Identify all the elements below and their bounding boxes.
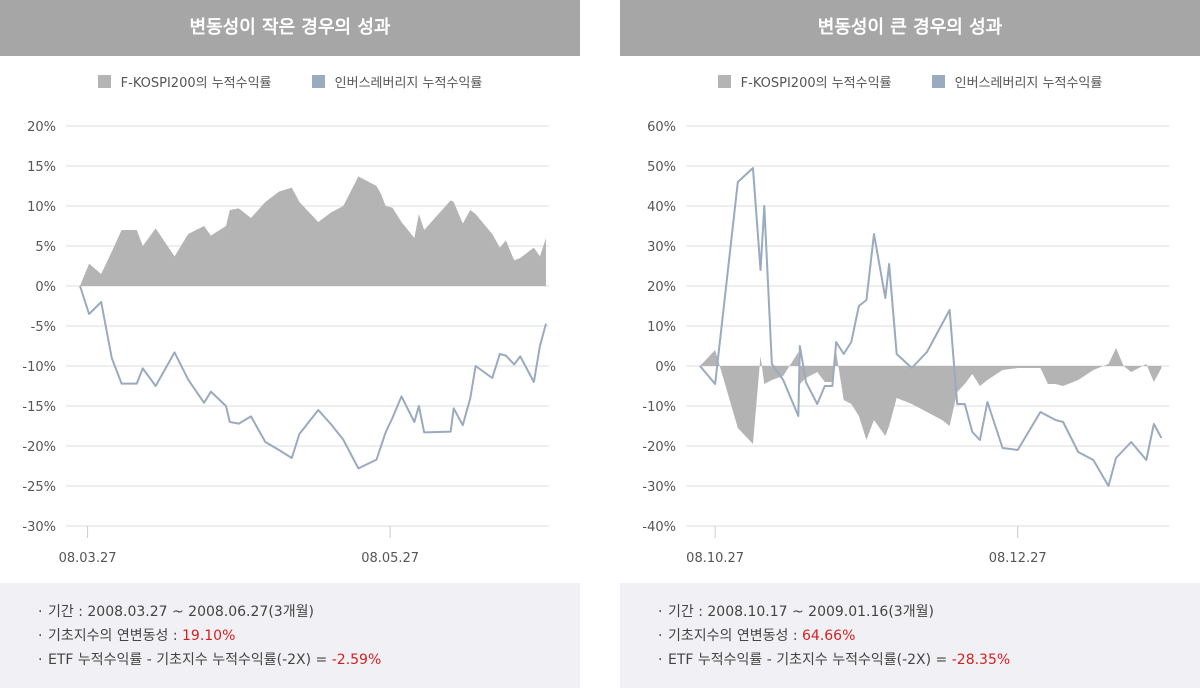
chart-svg: 20% 15% 10% 5% 0% -5% -10% -15% -20% -25% -30% 08.0… xyxy=(22,120,549,566)
legend-item-kospi: F-KOSPI200의 누적수익률 xyxy=(97,72,272,91)
y-tick-label: 50% xyxy=(647,160,676,175)
right-panel: 변동성이 큰 경우의 성과 F-KOSPI200의 누적수익률 인버스레버리지 … xyxy=(620,0,1200,688)
period-line: · 기간 : 2008.03.27 ~ 2008.06.27(3개월) xyxy=(38,604,314,620)
period-text: 기간 : 2008.03.27 ~ 2008.06.27(3개월) xyxy=(48,604,314,620)
legend-item-kospi: F-KOSPI200의 누적수익률 xyxy=(717,72,892,91)
x-tick-label: 08.05.27 xyxy=(361,551,419,566)
y-tick-label: 20% xyxy=(647,280,676,295)
summary-box: · 기간 : 2008.10.17 ~ 2009.01.16(3개월) · 기초지수… xyxy=(620,583,1200,688)
y-tick-label: 30% xyxy=(647,240,676,255)
chart-legend: F-KOSPI200의 누적수익률 인버스레버리지 누적수익률 xyxy=(0,72,580,92)
etf-diff-label: ETF 누적수익률 - 기초지수 누적수익률(-2X) = xyxy=(48,652,332,668)
volatility-line: · 기초지수의 연변동성 : 19.10% xyxy=(38,628,236,644)
volatility-line: · 기초지수의 연변동성 : 64.66% xyxy=(658,628,856,644)
inverse-line-series xyxy=(79,285,547,470)
legend-item-inverse: 인버스레버리지 누적수익률 xyxy=(311,72,483,91)
y-tick-label: -15% xyxy=(22,400,56,415)
volatility-value: 19.10% xyxy=(182,628,236,644)
panel-title: 변동성이 큰 경우의 성과 xyxy=(620,0,1200,56)
y-tick-label: -10% xyxy=(22,360,56,375)
summary-box: · 기간 : 2008.03.27 ~ 2008.06.27(3개월) · 기초지수… xyxy=(0,583,580,688)
period-text: 기간 : 2008.10.17 ~ 2009.01.16(3개월) xyxy=(668,604,934,620)
legend-item-inverse: 인버스레버리지 누적수익률 xyxy=(931,72,1103,91)
y-tick-label: -25% xyxy=(22,480,56,495)
panel-title: 변동성이 작은 경우의 성과 xyxy=(0,0,580,56)
etf-diff-value: -2.59% xyxy=(331,652,382,668)
volatility-label: 기초지수의 연변동성 : xyxy=(48,628,182,644)
etf-diff-value: -28.35% xyxy=(951,652,1011,668)
legend-swatch-inverse xyxy=(931,75,945,88)
y-tick-label: 10% xyxy=(647,320,676,335)
inverse-line-series xyxy=(699,167,1163,487)
etf-diff-label: ETF 누적수익률 - 기초지수 누적수익률(-2X) = xyxy=(668,652,952,668)
y-tick-label: -5% xyxy=(31,320,56,335)
x-tick-label: 08.10.27 xyxy=(686,551,744,566)
y-tick-label: -30% xyxy=(22,520,56,535)
legend-label-kospi: F-KOSPI200의 누적수익률 xyxy=(740,76,892,91)
y-tick-label: 20% xyxy=(27,120,56,135)
x-tick-label: 08.03.27 xyxy=(59,551,117,566)
chart-area: 20% 15% 10% 5% 0% -5% -10% -15% -20% -25% -30% 08.0… xyxy=(0,100,580,570)
etf-diff-line: · ETF 누적수익률 - 기초지수 누적수익률(-2X) = -2.59% xyxy=(38,652,382,668)
chart-legend: F-KOSPI200의 누적수익률 인버스레버리지 누적수익률 xyxy=(620,72,1200,92)
y-tick-label: 0% xyxy=(655,360,676,375)
left-panel: 변동성이 작은 경우의 성과 F-KOSPI200의 누적수익률 인버스레버리지… xyxy=(0,0,580,688)
volatility-label: 기초지수의 연변동성 : xyxy=(668,628,802,644)
legend-label-inverse: 인버스레버리지 누적수익률 xyxy=(954,76,1103,91)
y-tick-label: 0% xyxy=(35,280,56,295)
kospi-area-series xyxy=(700,348,1162,444)
legend-swatch-kospi xyxy=(97,75,111,88)
y-tick-label: -40% xyxy=(642,520,676,535)
legend-label-inverse: 인버스레버리지 누적수익률 xyxy=(334,76,483,91)
legend-label-kospi: F-KOSPI200의 누적수익률 xyxy=(120,76,272,91)
period-line: · 기간 : 2008.10.17 ~ 2009.01.16(3개월) xyxy=(658,604,934,620)
y-tick-label: -20% xyxy=(642,440,676,455)
y-tick-label: 10% xyxy=(27,200,56,215)
volatility-value: 64.66% xyxy=(802,628,856,644)
kospi-area-series xyxy=(80,176,546,286)
y-tick-label: -20% xyxy=(22,440,56,455)
y-tick-label: -30% xyxy=(642,480,676,495)
y-tick-label: 15% xyxy=(27,160,56,175)
etf-diff-line: · ETF 누적수익률 - 기초지수 누적수익률(-2X) = -28.35% xyxy=(658,652,1011,668)
y-tick-label: 60% xyxy=(647,120,676,135)
legend-swatch-kospi xyxy=(717,75,731,88)
x-tick-label: 08.12.27 xyxy=(989,551,1047,566)
y-tick-label: 5% xyxy=(35,240,56,255)
chart-svg: 60% 50% 40% 30% 20% 10% 0% -10% -20% -30% -40% 08.1… xyxy=(642,120,1169,566)
chart-area: 60% 50% 40% 30% 20% 10% 0% -10% -20% -30% -40% 08.1… xyxy=(620,100,1200,570)
y-tick-label: -10% xyxy=(642,400,676,415)
y-tick-label: 40% xyxy=(647,200,676,215)
legend-swatch-inverse xyxy=(311,75,325,88)
